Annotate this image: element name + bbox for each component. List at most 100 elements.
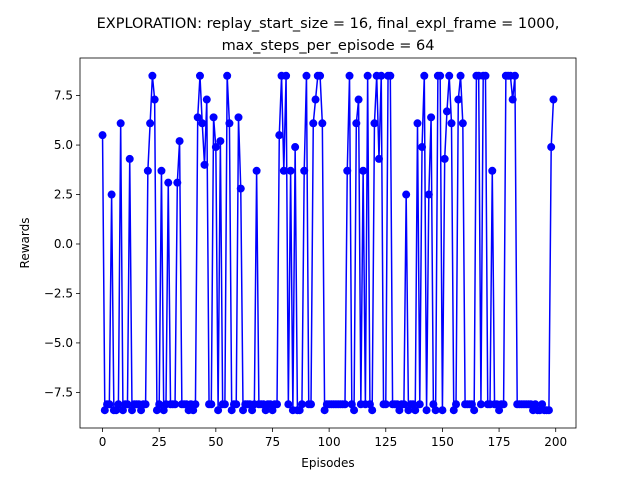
point: [377, 71, 386, 80]
y-tick-label: 0.0: [54, 237, 73, 251]
point: [420, 71, 429, 80]
point: [386, 71, 395, 80]
point: [116, 119, 125, 128]
point: [374, 154, 383, 163]
point: [171, 400, 180, 409]
point: [200, 160, 209, 169]
point: [300, 166, 309, 175]
point: [343, 166, 352, 175]
point: [418, 143, 427, 152]
point: [363, 71, 372, 80]
point: [275, 131, 284, 140]
chart-title: EXPLORATION: replay_start_size = 16, fin…: [97, 16, 560, 32]
point: [454, 95, 463, 104]
point: [510, 71, 519, 80]
point: [198, 119, 207, 128]
point: [447, 119, 456, 128]
point: [148, 71, 157, 80]
point: [411, 406, 420, 415]
point: [436, 71, 445, 80]
point: [209, 113, 218, 122]
point: [309, 119, 318, 128]
point: [173, 178, 182, 187]
point: [155, 400, 164, 409]
x-tick-label: 200: [544, 435, 567, 449]
chart-title: max_steps_per_episode = 64: [222, 38, 435, 54]
y-tick-label: −2.5: [44, 286, 73, 300]
x-tick-label: 100: [318, 435, 341, 449]
point: [352, 119, 361, 128]
point: [481, 71, 490, 80]
x-tick-label: 150: [431, 435, 454, 449]
point: [422, 406, 431, 415]
y-tick-label: −5.0: [44, 336, 73, 350]
point: [141, 400, 150, 409]
point: [549, 95, 558, 104]
point: [442, 107, 451, 116]
point: [220, 400, 229, 409]
point: [368, 406, 377, 415]
point: [195, 71, 204, 80]
point: [286, 166, 295, 175]
point: [216, 137, 225, 146]
point: [107, 190, 116, 199]
point: [164, 178, 173, 187]
point: [214, 406, 223, 415]
point: [370, 119, 379, 128]
point: [105, 400, 114, 409]
point: [547, 143, 556, 152]
point: [402, 190, 411, 199]
point: [297, 400, 306, 409]
point: [458, 119, 467, 128]
point: [202, 95, 211, 104]
point: [123, 400, 132, 409]
y-tick-label: 2.5: [54, 188, 73, 202]
point: [316, 71, 325, 80]
point: [223, 71, 232, 80]
point: [252, 166, 261, 175]
x-tick-label: 50: [208, 435, 223, 449]
point: [146, 119, 155, 128]
point: [476, 400, 485, 409]
point: [291, 143, 300, 152]
point: [207, 400, 216, 409]
point: [157, 166, 166, 175]
point: [488, 166, 497, 175]
point: [150, 95, 159, 104]
point: [431, 406, 440, 415]
point: [499, 400, 508, 409]
point: [438, 406, 447, 415]
point: [311, 95, 320, 104]
point: [236, 184, 245, 193]
point: [211, 143, 220, 152]
point: [456, 71, 465, 80]
x-axis-label: Episodes: [301, 456, 354, 470]
x-tick-label: 175: [488, 435, 511, 449]
point: [302, 71, 311, 80]
point: [98, 131, 107, 140]
point: [307, 400, 316, 409]
x-tick-label: 25: [152, 435, 167, 449]
point: [381, 400, 390, 409]
point: [282, 71, 291, 80]
x-tick-label: 75: [265, 435, 280, 449]
point: [273, 400, 282, 409]
point: [359, 166, 368, 175]
point: [427, 113, 436, 122]
point: [193, 113, 202, 122]
x-tick-label: 125: [374, 435, 397, 449]
point: [508, 95, 517, 104]
point: [399, 400, 408, 409]
point: [225, 119, 234, 128]
y-tick-label: 7.5: [54, 89, 73, 103]
point: [440, 154, 449, 163]
point: [125, 154, 134, 163]
point: [470, 406, 479, 415]
point: [279, 166, 288, 175]
point: [445, 71, 454, 80]
point: [340, 400, 349, 409]
point: [232, 400, 241, 409]
point: [544, 406, 553, 415]
plot-frame: [79, 57, 577, 429]
